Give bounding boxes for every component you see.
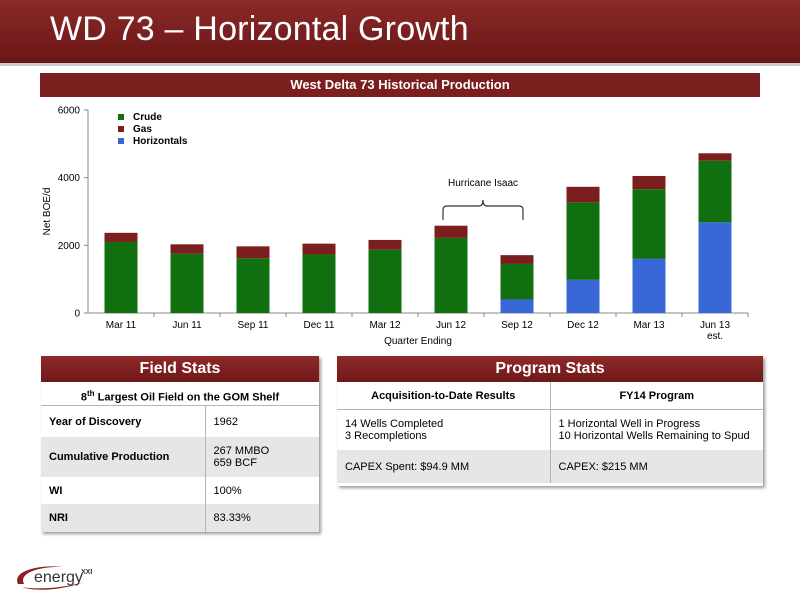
chart-header: West Delta 73 Historical Production <box>40 73 760 97</box>
x-tick-label: Dec 11 <box>304 320 335 331</box>
bar-segment-gas <box>434 225 468 238</box>
slide-title: WD 73 – Horizontal Growth <box>50 10 469 48</box>
capex-spent-cell: CAPEX Spent: $94.9 MM <box>337 450 551 483</box>
x-tick-label: Sep 12 <box>501 320 533 331</box>
row-key: NRI <box>41 504 206 532</box>
x-tick-label: Mar 11 <box>106 320 137 331</box>
program-stats-table: 14 Wells Completed 3 Recompletions 1 Hori… <box>337 410 763 483</box>
x-tick-label: Mar 13 <box>633 320 665 331</box>
subtitle-text: Largest Oil Field on the GOM Shelf <box>94 391 280 404</box>
cell-line: 10 Horizontal Wells Remaining to Spud <box>558 430 750 442</box>
bar-segment-gas <box>632 175 666 190</box>
table-row: 14 Wells Completed 3 Recompletions 1 Hori… <box>337 410 763 450</box>
annotation-label: Hurricane Isaac <box>448 178 518 189</box>
value-line: 267 MMBO <box>213 445 270 457</box>
x-tick-label: Jun 12 <box>436 320 466 331</box>
acquisition-results-cell: 14 Wells Completed 3 Recompletions <box>337 410 551 450</box>
col-header-acquisition: Acquisition-to-Date Results <box>337 382 551 409</box>
row-value: 83.33% <box>205 504 319 532</box>
table-row: Year of Discovery 1962 <box>41 406 319 437</box>
bar-segment-crude <box>500 263 534 300</box>
y-tick-label: 4000 <box>58 173 81 184</box>
bar-segment-horizontals <box>500 299 534 313</box>
table-row: CAPEX Spent: $94.9 MM CAPEX: $215 MM <box>337 450 763 483</box>
bar-segment-horizontals <box>566 279 600 313</box>
bar-segment-gas <box>566 186 600 203</box>
table-row: Cumulative Production 267 MMBO 659 BCF <box>41 437 319 477</box>
capex-plan-cell: CAPEX: $215 MM <box>550 450 763 483</box>
x-tick-label: Dec 12 <box>567 320 599 331</box>
col-header-fy14: FY14 Program <box>619 390 695 402</box>
bar-segment-gas <box>104 232 138 242</box>
cell-line: 14 Wells Completed <box>345 418 444 430</box>
value-line: 659 BCF <box>213 457 257 469</box>
bar-segment-crude <box>368 249 402 313</box>
legend-label: Gas <box>133 124 152 135</box>
energy-xxi-logo: energy XXI <box>17 566 92 590</box>
x-tick-label: Jun 13 <box>700 320 730 331</box>
bar-segment-crude <box>698 160 732 223</box>
table-row: NRI 83.33% <box>41 504 319 532</box>
bar-segment-gas <box>698 153 732 161</box>
row-value: 267 MMBO 659 BCF <box>205 437 319 477</box>
bar-segment-gas <box>500 255 534 264</box>
x-tick-sublabel: est. <box>707 331 723 342</box>
logo-sup: XXI <box>81 569 92 576</box>
bar-segment-gas <box>302 243 336 255</box>
field-stats-panel: Field Stats 8th Largest Oil Field on the… <box>41 356 319 532</box>
bar-segment-crude <box>434 237 468 313</box>
y-axis-label: Net BOE/d <box>42 188 53 236</box>
legend-label: Horizontals <box>133 136 188 147</box>
logo-swoosh <box>17 566 64 584</box>
bar-segment-crude <box>236 258 270 313</box>
row-value: 100% <box>213 484 242 497</box>
logo-swoosh-lower <box>22 582 84 590</box>
bar-segment-crude <box>170 253 204 313</box>
legend-swatch <box>118 126 124 132</box>
hurricane-bracket <box>442 199 524 220</box>
legend-label: Crude <box>133 112 162 123</box>
row-value: 1962 <box>213 415 238 428</box>
bar-segment-gas <box>170 244 204 254</box>
bar-segment-horizontals <box>698 222 732 313</box>
subtitle-rank: 8 <box>80 391 87 404</box>
legend-swatch <box>118 138 124 144</box>
x-tick-label: Mar 12 <box>369 320 401 331</box>
row-key: WI <box>41 477 206 504</box>
x-tick-label: Jun 11 <box>172 320 202 331</box>
cell-line: 1 Horizontal Well in Progress <box>558 418 701 430</box>
title-bar: WD 73 – Horizontal Growth <box>0 0 800 66</box>
y-tick-label: 2000 <box>58 241 81 252</box>
field-stats-table: Year of Discovery 1962 Cumulative Produc… <box>41 406 319 532</box>
field-stats-title: Field Stats <box>41 356 319 382</box>
y-tick-label: 6000 <box>58 106 81 117</box>
program-stats-headers: Acquisition-to-Date Results FY14 Program <box>337 382 763 410</box>
production-chart: 0 2000 4000 6000 Net BOE/d Mar 11 Jun 11 Sep 11… <box>42 106 749 347</box>
bar-segment-horizontals <box>632 258 666 313</box>
logo-text: energy <box>34 569 83 586</box>
program-stats-title: Program Stats <box>337 356 763 382</box>
y-tick-label: 0 <box>74 309 80 320</box>
subtitle-rank-suffix: th <box>86 389 95 398</box>
program-stats-panel: Program Stats Acquisition-to-Date Result… <box>337 356 763 486</box>
bar-segment-gas <box>368 239 402 250</box>
x-axis-label: Quarter Ending <box>384 336 452 347</box>
table-row: WI 100% <box>41 477 319 504</box>
bar-segment-crude <box>632 189 666 259</box>
legend-swatch <box>118 114 124 120</box>
bar-segment-crude <box>104 241 138 313</box>
row-key: Cumulative Production <box>41 437 206 477</box>
cell-line: 3 Recompletions <box>345 430 427 442</box>
row-key: Year of Discovery <box>41 406 206 437</box>
x-tick-label: Sep 11 <box>238 320 269 331</box>
bar-segment-gas <box>236 246 270 259</box>
bar-segment-crude <box>566 202 600 280</box>
fy14-program-cell: 1 Horizontal Well in Progress 10 Horizont… <box>550 410 763 450</box>
field-stats-subtitle: 8th Largest Oil Field on the GOM Shelf <box>41 382 319 406</box>
bar-segment-crude <box>302 254 336 313</box>
